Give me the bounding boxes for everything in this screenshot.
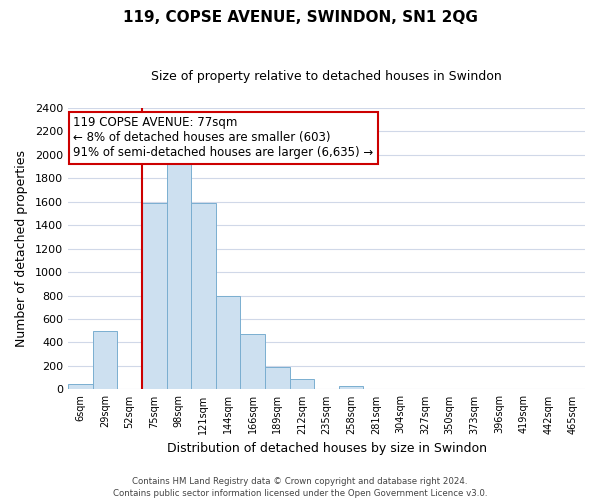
Bar (68, 384, 92, 390)
Bar (216, 296, 241, 390)
Bar (290, 379, 314, 390)
Bar (265, 367, 290, 390)
Text: 119, COPSE AVENUE, SWINDON, SN1 2QG: 119, COPSE AVENUE, SWINDON, SN1 2QG (122, 10, 478, 25)
X-axis label: Distribution of detached houses by size in Swindon: Distribution of detached houses by size … (167, 442, 487, 455)
Bar (241, 334, 265, 390)
Text: Contains HM Land Registry data © Crown copyright and database right 2024.
Contai: Contains HM Land Registry data © Crown c… (113, 476, 487, 498)
Text: 119 COPSE AVENUE: 77sqm
← 8% of detached houses are smaller (603)
91% of semi-de: 119 COPSE AVENUE: 77sqm ← 8% of detached… (73, 116, 373, 159)
Bar (92, 331, 117, 390)
Bar (191, 203, 216, 390)
Y-axis label: Number of detached properties: Number of detached properties (15, 150, 28, 347)
Title: Size of property relative to detached houses in Swindon: Size of property relative to detached ho… (151, 70, 502, 83)
Bar (167, 160, 191, 390)
Bar (142, 203, 167, 390)
Bar (339, 386, 364, 390)
